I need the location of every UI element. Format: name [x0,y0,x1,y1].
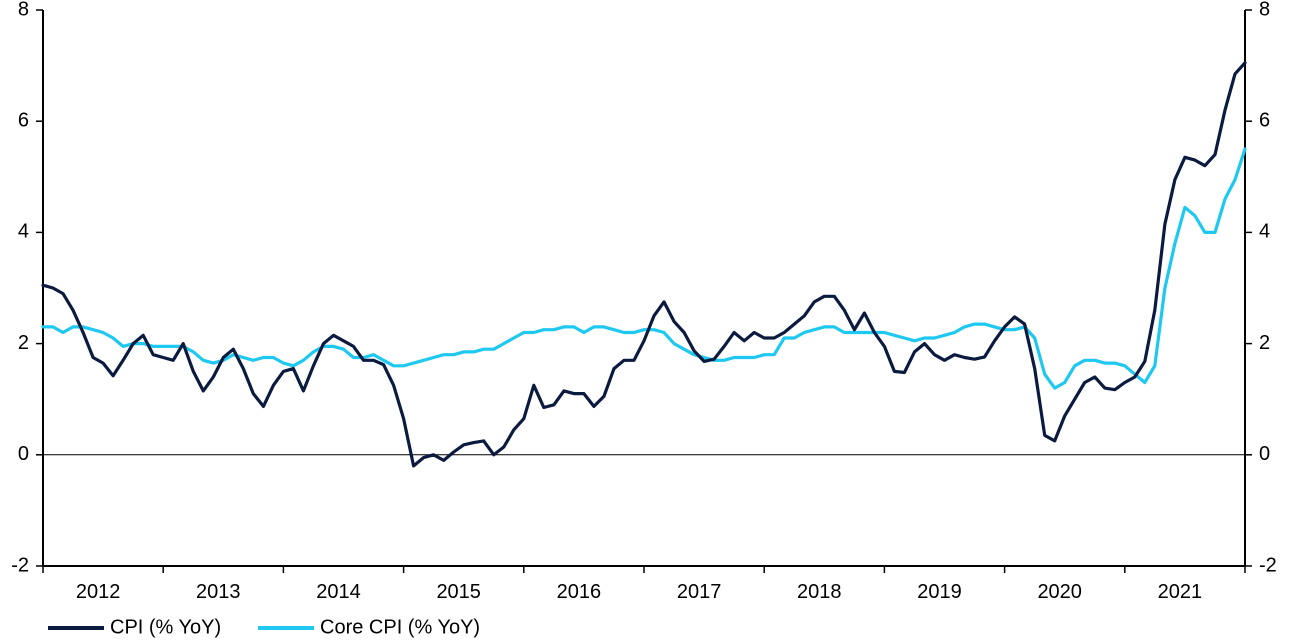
right-y-tick-label: 6 [1259,109,1270,131]
left-y-tick-label: 2 [18,332,29,354]
x-tick-label: 2018 [797,581,842,603]
left-y-tick-label: -2 [11,554,29,576]
x-tick-label: 2015 [436,581,481,603]
left-y-tick-label: 0 [18,443,29,465]
legend: CPI (% YoY) Core CPI (% YoY) [48,616,480,638]
x-tick-label: 2017 [677,581,722,603]
right-y-tick-label: 4 [1259,221,1270,243]
right-y-tick-label: 2 [1259,332,1270,354]
left-y-tick-label: 6 [18,109,29,131]
cpi-series-line [41,61,1247,468]
plot-area: -2 -2 0 0 2 2 4 4 6 6 8 8 2012 2013 2014 2015 2016 2017 20… [11,0,1277,603]
x-tick-label: 2020 [1037,581,1082,603]
right-y-tick-label: 8 [1259,0,1270,20]
right-y-tick-label: 0 [1259,443,1270,465]
legend-label: CPI (% YoY) [110,616,221,638]
x-tick-label: 2019 [917,581,962,603]
legend-label: Core CPI (% YoY) [320,616,480,638]
x-tick-label: 2013 [196,581,241,603]
left-y-tick-label: 4 [18,221,29,243]
x-tick-label: 2012 [76,581,121,603]
legend-item-cpi: CPI (% YoY) [48,616,221,638]
core-cpi-series-line [41,147,1247,390]
x-tick-label: 2014 [316,581,361,603]
x-tick-label: 2021 [1158,581,1203,603]
right-y-tick-label: -2 [1259,554,1277,576]
legend-item-core-cpi: Core CPI (% YoY) [258,616,480,638]
left-y-tick-label: 8 [18,0,29,20]
x-tick-label: 2016 [557,581,602,603]
